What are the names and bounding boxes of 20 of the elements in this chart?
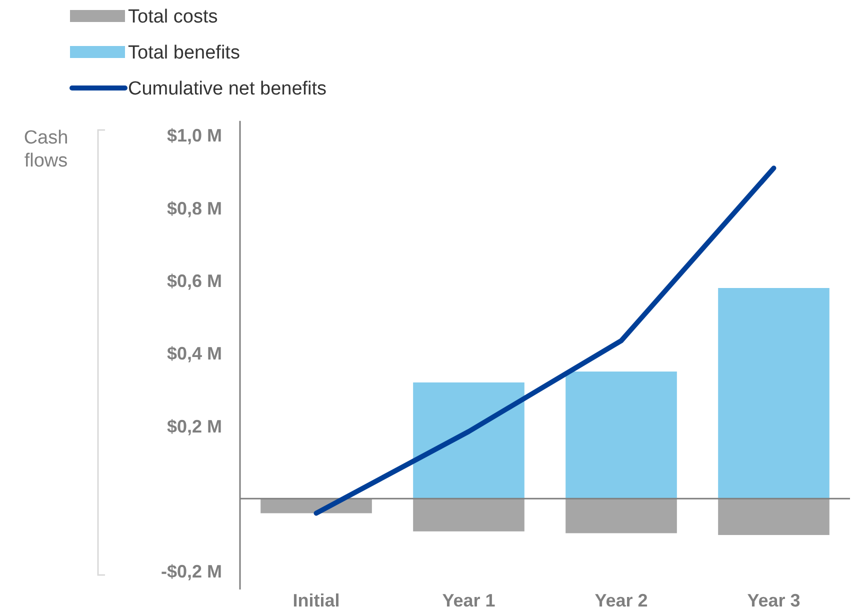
y-tick-label: $0,6 M: [166, 271, 222, 292]
bar: [413, 498, 524, 532]
y-tick-label: -$0,2 M: [160, 562, 222, 582]
bar: [718, 498, 830, 536]
y-tick-label: $1,0 M: [166, 126, 222, 146]
y-tick-label: $0,4 M: [166, 344, 222, 364]
x-tick-label: Initial: [292, 590, 340, 610]
y-tick-label: $0,2 M: [166, 416, 222, 436]
bar: [566, 498, 677, 534]
bar: [718, 288, 830, 499]
legend-label: Total benefits: [128, 42, 240, 64]
bar: [413, 382, 524, 499]
bar: [566, 372, 677, 499]
legend-label: Total costs: [128, 6, 218, 28]
x-tick-label: Year 1: [442, 590, 496, 610]
y-axis-title: Cash flows: [24, 128, 68, 172]
legend-label: Cumulative net benefits: [128, 78, 327, 100]
x-tick-label: Year 2: [594, 590, 648, 610]
x-tick-label: Year 3: [747, 590, 800, 610]
y-tick-label: $0,8 M: [166, 198, 222, 218]
